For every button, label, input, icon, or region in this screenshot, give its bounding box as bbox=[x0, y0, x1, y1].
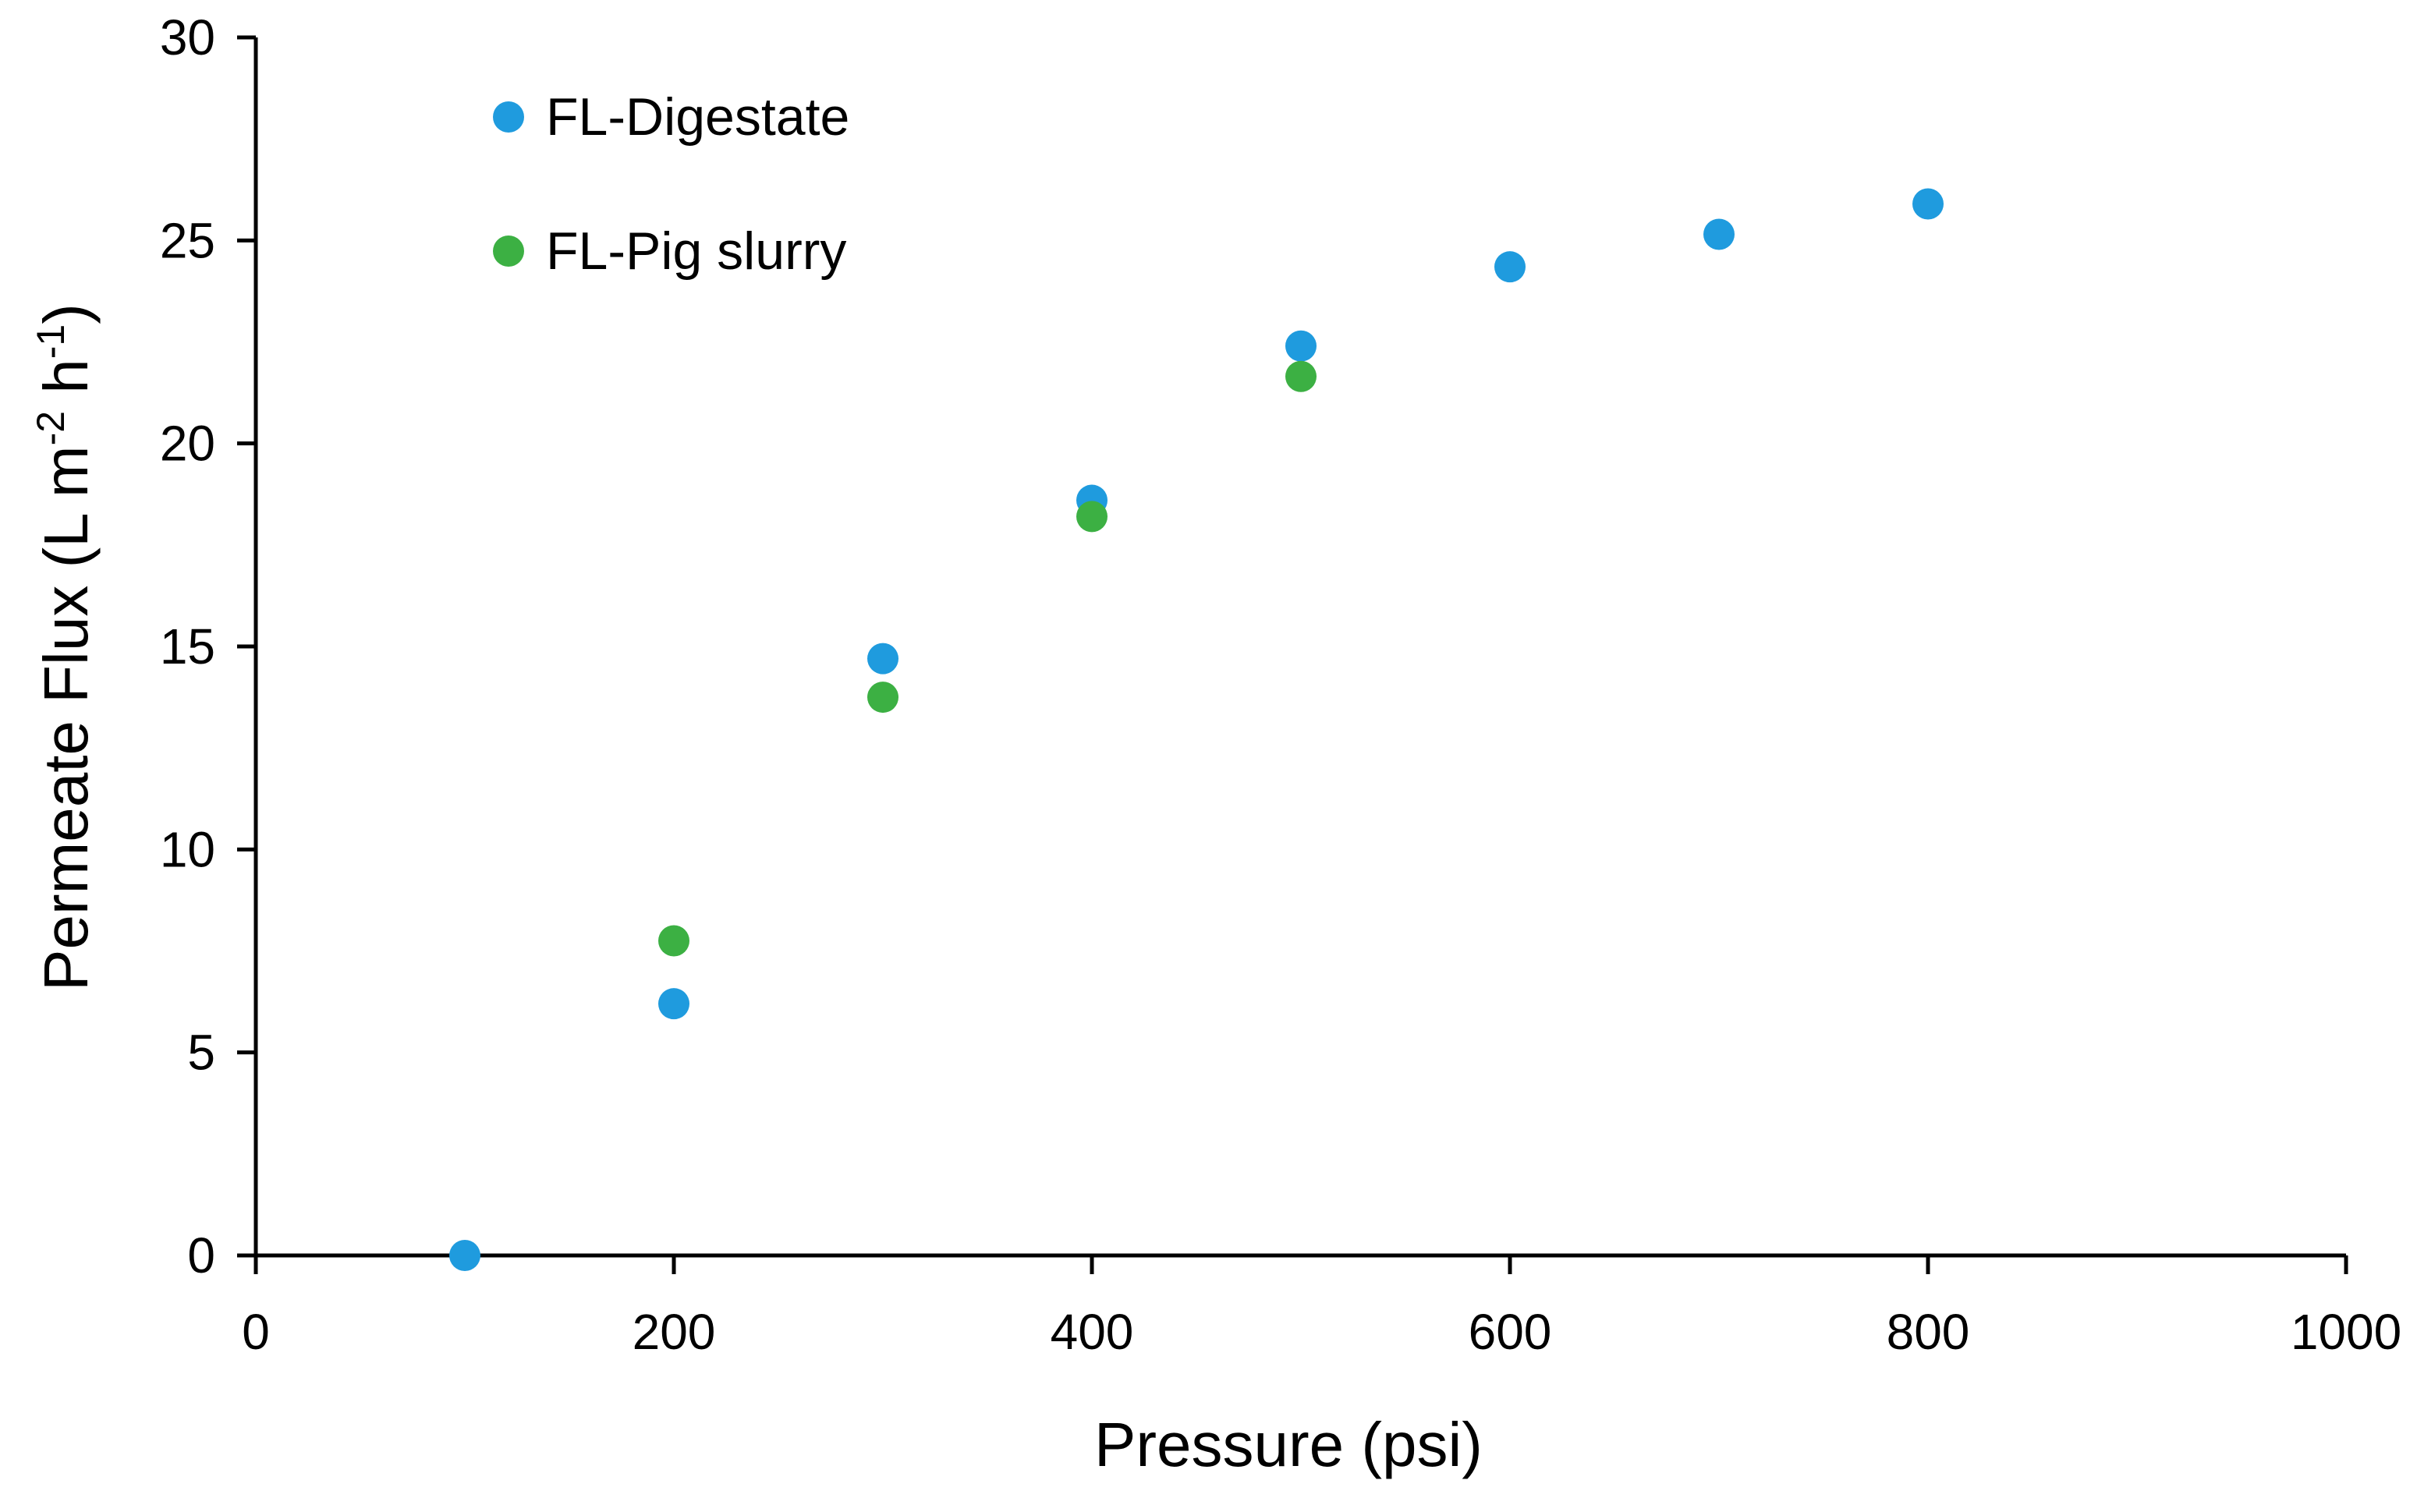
y-ticks: 0 5 10 15 20 25 30 bbox=[160, 9, 256, 1284]
y-axis-title: Permeate Flux (L m-2 h-1) bbox=[29, 303, 101, 991]
x-tick-label: 400 bbox=[1051, 1304, 1134, 1360]
y-tick-label: 5 bbox=[187, 1025, 215, 1081]
y-tick-label: 15 bbox=[160, 618, 215, 675]
data-point-fl-pig-slurry bbox=[1076, 501, 1108, 533]
x-tick-label: 200 bbox=[633, 1304, 716, 1360]
data-point-fl-digestate bbox=[1494, 251, 1526, 283]
data-point-fl-digestate bbox=[1912, 188, 1944, 220]
y-tick-label: 25 bbox=[160, 212, 215, 268]
legend: FL-Digestate FL-Pig slurry bbox=[493, 87, 849, 281]
y-axis-title-main: Permeate Flux (L m bbox=[31, 445, 101, 990]
x-tick-label: 1000 bbox=[2291, 1304, 2401, 1360]
y-axis-title-mid: h bbox=[31, 359, 101, 411]
legend-label-fl-digestate: FL-Digestate bbox=[546, 87, 849, 147]
data-point-fl-digestate bbox=[1703, 218, 1735, 250]
axes bbox=[237, 37, 2346, 1274]
x-tick-label: 800 bbox=[1887, 1304, 1970, 1360]
data-point-fl-pig-slurry bbox=[1285, 360, 1317, 392]
x-tick-label: 0 bbox=[242, 1304, 270, 1360]
data-point-fl-digestate bbox=[1285, 330, 1317, 362]
data-point-fl-digestate bbox=[449, 1240, 480, 1271]
y-tick-label: 10 bbox=[160, 821, 215, 877]
legend-label-fl-pig-slurry: FL-Pig slurry bbox=[546, 221, 846, 281]
y-tick-label: 0 bbox=[187, 1227, 215, 1284]
legend-marker-fl-digestate bbox=[493, 101, 524, 133]
x-tick-label: 600 bbox=[1469, 1304, 1552, 1360]
y-tick-label: 30 bbox=[160, 9, 215, 66]
data-points bbox=[449, 188, 1944, 1271]
y-axis-title-end: ) bbox=[31, 303, 101, 324]
legend-marker-fl-pig-slurry bbox=[493, 235, 524, 267]
x-ticks: 0 200 400 600 800 1000 bbox=[242, 1255, 2401, 1360]
y-tick-label: 20 bbox=[160, 416, 215, 472]
y-axis-title-sup2: -1 bbox=[29, 324, 73, 359]
data-point-fl-pig-slurry bbox=[658, 925, 689, 957]
data-point-fl-digestate bbox=[658, 988, 689, 1020]
data-point-fl-pig-slurry bbox=[867, 682, 898, 714]
y-axis-title-sup1: -2 bbox=[29, 411, 73, 445]
data-point-fl-digestate bbox=[867, 643, 898, 675]
x-axis-title: Pressure (psi) bbox=[1094, 1410, 1483, 1479]
